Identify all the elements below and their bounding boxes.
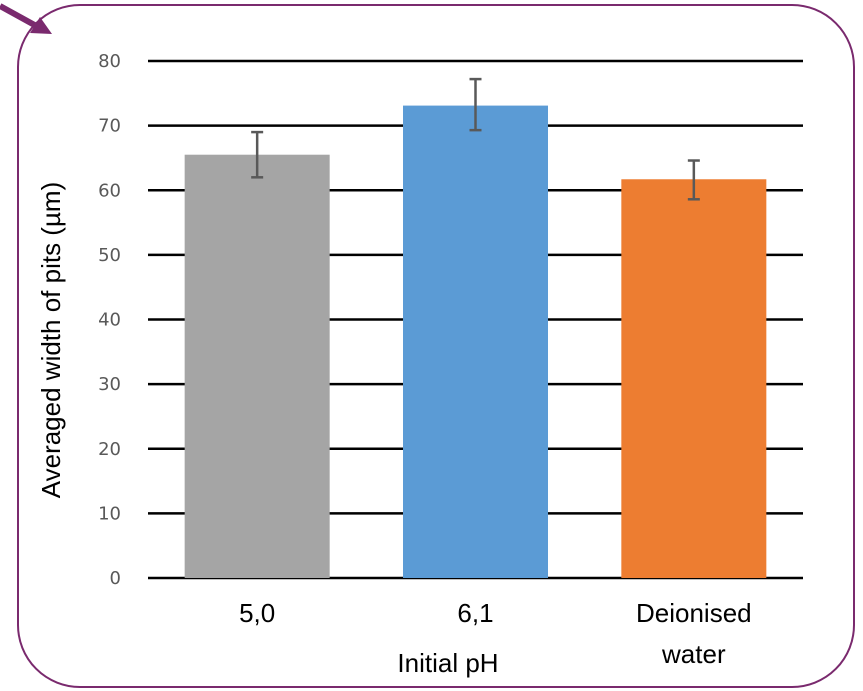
error-bar bbox=[251, 130, 264, 179]
y-tick-label: 40 bbox=[98, 310, 121, 331]
y-tick-labels: 0 10 20 30 40 50 60 70 80 bbox=[98, 51, 121, 589]
y-tick-label: 10 bbox=[98, 503, 121, 524]
y-tick-label: 20 bbox=[98, 439, 121, 460]
bar bbox=[403, 105, 548, 578]
category-label: 6,1 bbox=[457, 598, 493, 628]
y-tick-label: 80 bbox=[98, 51, 121, 72]
y-tick-label: 70 bbox=[98, 116, 121, 137]
bar bbox=[184, 154, 330, 579]
error-bar bbox=[687, 159, 700, 201]
category-label: Deionised water bbox=[636, 598, 752, 669]
y-tick-label: 30 bbox=[98, 374, 121, 395]
y-tick-label: 0 bbox=[110, 568, 121, 589]
y-axis-title: Averaged width of pits (µm) bbox=[36, 182, 66, 499]
bars bbox=[184, 105, 767, 579]
x-axis-title: Initial pH bbox=[397, 648, 498, 678]
bar bbox=[621, 179, 767, 579]
y-tick-label: 50 bbox=[98, 245, 121, 266]
y-tick-label: 60 bbox=[98, 180, 121, 201]
error-bar bbox=[469, 77, 482, 132]
error-bars bbox=[251, 77, 700, 201]
category-label: 5,0 bbox=[239, 598, 275, 628]
corner-arrow-icon bbox=[0, 3, 52, 34]
chart-frame bbox=[17, 4, 855, 688]
category-labels: 5,0 6,1 Deionised water bbox=[239, 598, 752, 669]
